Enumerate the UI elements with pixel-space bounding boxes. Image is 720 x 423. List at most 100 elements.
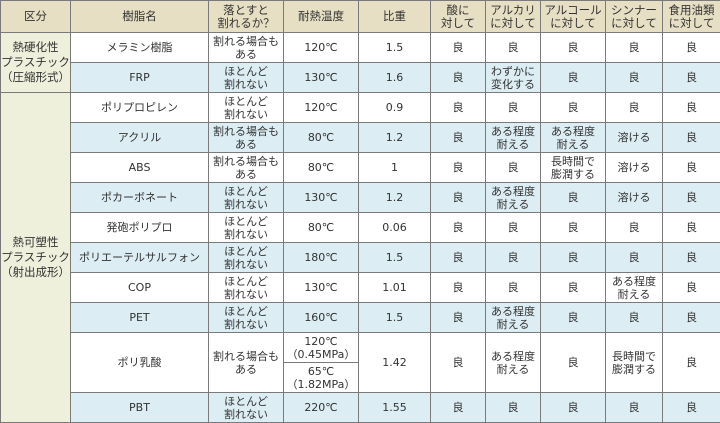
cell-alkali: ある程度 耐える bbox=[486, 333, 541, 393]
cell-drop-breakage: ほとんど 割れない bbox=[209, 213, 284, 243]
cell-drop-breakage: ほとんど 割れない bbox=[209, 183, 284, 213]
header-row: 区分樹脂名落とすと 割れるか？耐熱温度比重酸に 対してアルカリ に対してアルコー… bbox=[1, 1, 720, 33]
cell-thinner: ある程度 耐える bbox=[606, 273, 663, 303]
cell-acid: 良 bbox=[431, 63, 486, 93]
cell-heat-resistance: 130℃ bbox=[284, 183, 359, 213]
cell-specific-gravity: 1.6 bbox=[359, 63, 431, 93]
cell-alcohol: 良 bbox=[541, 303, 606, 333]
cell-specific-gravity: 1.55 bbox=[359, 393, 431, 423]
cell-resin-name: ポリ乳酸 bbox=[71, 333, 209, 393]
cell-heat-resistance-2: 65℃ （1.82MPa） bbox=[284, 363, 359, 393]
cell-heat-resistance: 120℃ （0.45MPa） bbox=[284, 333, 359, 363]
cell-alkali: 良 bbox=[486, 33, 541, 63]
cell-alkali: ある程度 耐える bbox=[486, 183, 541, 213]
cell-specific-gravity: 1.2 bbox=[359, 123, 431, 153]
cell-alcohol: 良 bbox=[541, 333, 606, 393]
cell-resin-name: PBT bbox=[71, 393, 209, 423]
cell-specific-gravity: 1 bbox=[359, 153, 431, 183]
cell-thinner: 良 bbox=[606, 393, 663, 423]
cell-thinner: 溶ける bbox=[606, 153, 663, 183]
cell-drop-breakage: ほとんど 割れない bbox=[209, 243, 284, 273]
cell-edible-oil: 良 bbox=[663, 393, 720, 423]
cell-edible-oil: 良 bbox=[663, 63, 720, 93]
cell-heat-resistance: 120℃ bbox=[284, 33, 359, 63]
cell-specific-gravity: 1.42 bbox=[359, 333, 431, 393]
cell-alkali: 良 bbox=[486, 273, 541, 303]
cell-edible-oil: 良 bbox=[663, 213, 720, 243]
cell-alkali: 良 bbox=[486, 153, 541, 183]
cell-thinner: 良 bbox=[606, 303, 663, 333]
cell-thinner: 溶ける bbox=[606, 123, 663, 153]
cell-specific-gravity: 1.01 bbox=[359, 273, 431, 303]
cell-resin-name: COP bbox=[71, 273, 209, 303]
cell-alkali: 良 bbox=[486, 93, 541, 123]
header-alkali: アルカリ に対して bbox=[486, 1, 541, 33]
cell-alkali: ある程度 耐える bbox=[486, 303, 541, 333]
cell-specific-gravity: 1.2 bbox=[359, 183, 431, 213]
cell-thinner: 良 bbox=[606, 93, 663, 123]
cell-heat-resistance: 130℃ bbox=[284, 273, 359, 303]
cell-alkali: 良 bbox=[486, 243, 541, 273]
header-specific-gravity: 比重 bbox=[359, 1, 431, 33]
cell-alkali: ある程度 耐える bbox=[486, 123, 541, 153]
cell-alcohol: 良 bbox=[541, 63, 606, 93]
header-category: 区分 bbox=[1, 1, 71, 33]
cell-alcohol: 良 bbox=[541, 213, 606, 243]
cell-heat-resistance: 120℃ bbox=[284, 93, 359, 123]
cell-edible-oil: 良 bbox=[663, 333, 720, 393]
cell-thinner: 長時間で 膨潤する bbox=[606, 333, 663, 393]
cell-alkali: 良 bbox=[486, 393, 541, 423]
header-thinner: シンナー に対して bbox=[606, 1, 663, 33]
cell-drop-breakage: 割れる場合も ある bbox=[209, 33, 284, 63]
cell-acid: 良 bbox=[431, 213, 486, 243]
cell-acid: 良 bbox=[431, 303, 486, 333]
category-cell: 熱硬化性 プラスチック （圧縮形式） bbox=[1, 33, 71, 93]
cell-drop-breakage: ほとんど 割れない bbox=[209, 63, 284, 93]
cell-drop-breakage: ほとんど 割れない bbox=[209, 393, 284, 423]
cell-heat-resistance: 80℃ bbox=[284, 153, 359, 183]
cell-resin-name: FRP bbox=[71, 63, 209, 93]
cell-heat-resistance: 130℃ bbox=[284, 63, 359, 93]
cell-alcohol: ある程度 耐える bbox=[541, 123, 606, 153]
cell-heat-resistance: 160℃ bbox=[284, 303, 359, 333]
cell-alcohol: 長時間で 膨潤する bbox=[541, 153, 606, 183]
cell-drop-breakage: ほとんど 割れない bbox=[209, 303, 284, 333]
cell-acid: 良 bbox=[431, 273, 486, 303]
cell-resin-name: 発砲ポリプロ bbox=[71, 213, 209, 243]
cell-acid: 良 bbox=[431, 33, 486, 63]
category-cell: 熱可塑性 プラスチック （射出成形） bbox=[1, 93, 71, 423]
cell-edible-oil: 良 bbox=[663, 273, 720, 303]
cell-drop-breakage: 割れる場合も ある bbox=[209, 333, 284, 393]
cell-edible-oil: 良 bbox=[663, 153, 720, 183]
cell-thinner: 溶ける bbox=[606, 183, 663, 213]
cell-drop-breakage: ほとんど 割れない bbox=[209, 273, 284, 303]
cell-thinner: 良 bbox=[606, 63, 663, 93]
cell-specific-gravity: 1.5 bbox=[359, 33, 431, 63]
cell-thinner: 良 bbox=[606, 213, 663, 243]
cell-heat-resistance: 80℃ bbox=[284, 123, 359, 153]
header-acid: 酸に 対して bbox=[431, 1, 486, 33]
cell-resin-name: PET bbox=[71, 303, 209, 333]
cell-alcohol: 良 bbox=[541, 393, 606, 423]
cell-acid: 良 bbox=[431, 393, 486, 423]
header-edible-oil: 食用油類 に対して bbox=[663, 1, 720, 33]
cell-resin-name: ポリプロピレン bbox=[71, 93, 209, 123]
cell-alcohol: 良 bbox=[541, 183, 606, 213]
cell-alkali: わずかに 変化する bbox=[486, 63, 541, 93]
cell-thinner: 良 bbox=[606, 33, 663, 63]
cell-resin-name: メラミン樹脂 bbox=[71, 33, 209, 63]
cell-thinner: 良 bbox=[606, 243, 663, 273]
cell-resin-name: ポカーボネート bbox=[71, 183, 209, 213]
header-heat-resistance: 耐熱温度 bbox=[284, 1, 359, 33]
